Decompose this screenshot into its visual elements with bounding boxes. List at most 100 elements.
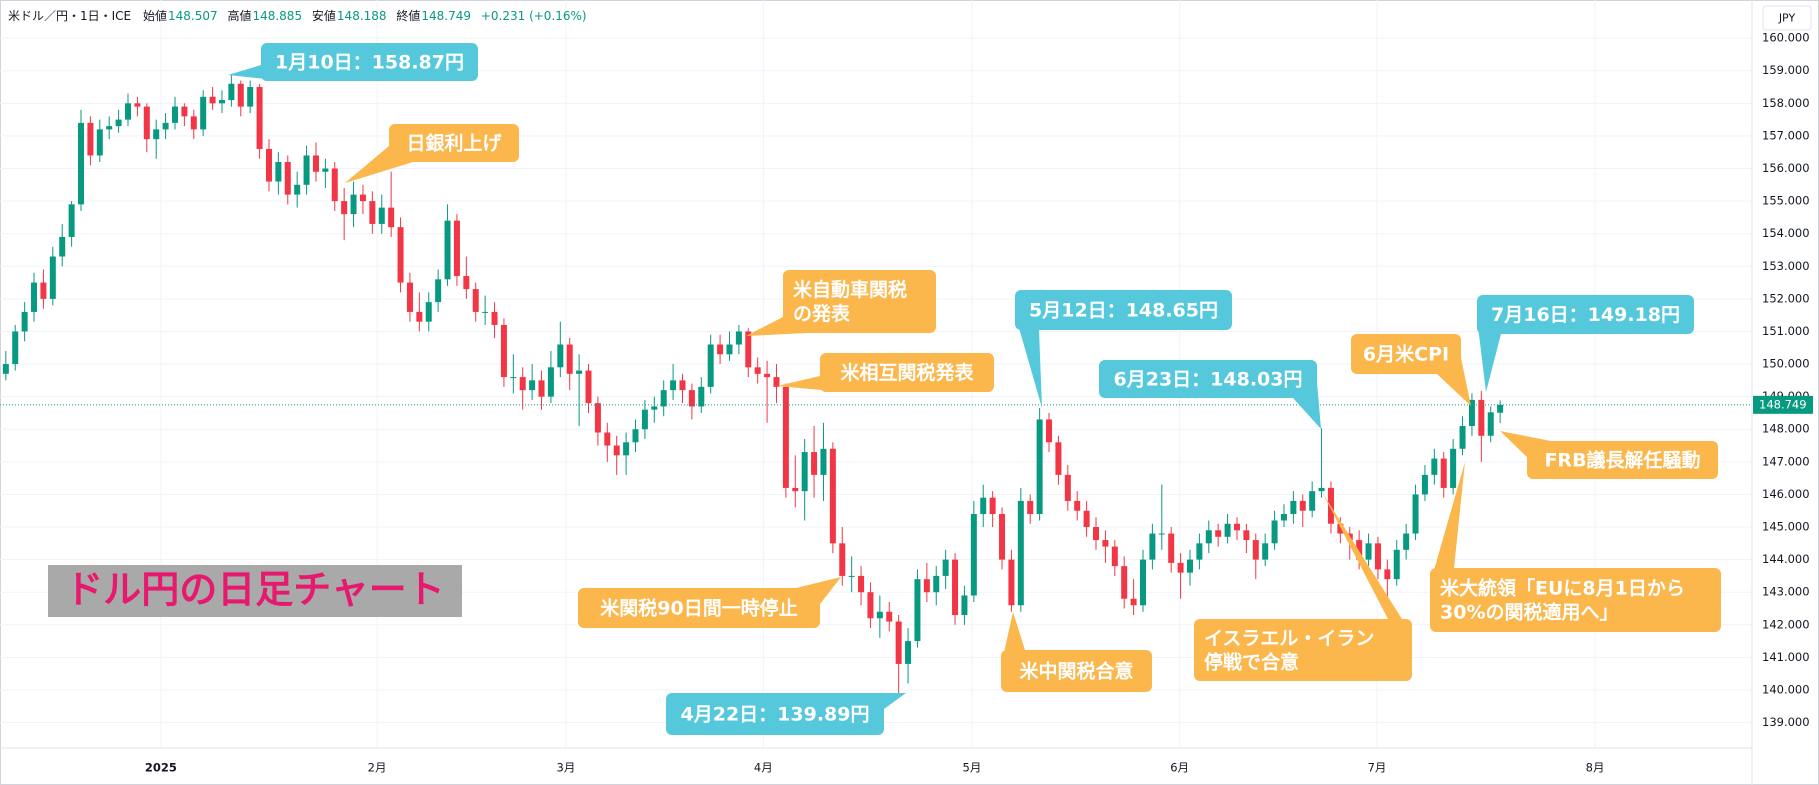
candle-body xyxy=(1036,419,1043,514)
candle-body xyxy=(801,452,808,492)
candle-body xyxy=(1374,543,1381,570)
annotation: 米関税90日間一時停止 xyxy=(578,577,841,628)
candle-body xyxy=(961,595,968,616)
candle-body xyxy=(1478,399,1485,436)
candle-body xyxy=(115,119,122,127)
candle-body xyxy=(369,201,376,224)
candle-body xyxy=(237,83,244,107)
candle-body xyxy=(200,96,207,130)
candle-body xyxy=(1309,491,1316,511)
candle-body xyxy=(651,406,658,410)
candle-body xyxy=(594,403,601,433)
candle-body xyxy=(707,344,714,387)
y-tick-label: 153.000 xyxy=(1762,259,1810,273)
annotation-pointer xyxy=(1477,318,1501,392)
y-tick-label: 147.000 xyxy=(1762,454,1810,468)
annotation-text: 米大統領「EUに8月1日から xyxy=(1440,577,1685,600)
annotation-text: イスラエル・イラン xyxy=(1204,628,1374,650)
y-tick-label: 146.000 xyxy=(1762,487,1810,501)
candle-body xyxy=(1356,540,1363,560)
annotation-box xyxy=(1351,334,1461,374)
candle-body xyxy=(641,409,648,430)
annotation: 1月10日：158.87円 xyxy=(228,43,478,81)
candle-body xyxy=(905,641,912,664)
annotation-box xyxy=(820,353,994,392)
candle-body xyxy=(453,220,460,277)
candle-body xyxy=(820,448,827,475)
candle-body xyxy=(1074,500,1081,511)
annotation-text: 停戦で合意 xyxy=(1204,651,1299,674)
candle-body xyxy=(933,575,940,593)
high-value: 148.885 xyxy=(252,9,303,23)
candle-body xyxy=(764,373,771,378)
x-tick-label: 5月 xyxy=(963,761,982,775)
candle-body xyxy=(942,559,949,576)
candle-body xyxy=(679,380,686,391)
candle-body xyxy=(491,311,498,325)
candle-body xyxy=(247,87,254,107)
close-value: 148.749 xyxy=(421,9,472,23)
candle-body xyxy=(265,148,272,182)
candle-body xyxy=(510,377,517,379)
candle-body xyxy=(312,155,319,172)
annotation-text: 7月16日：149.18円 xyxy=(1491,304,1680,326)
annotation-text: 米関税90日間一時停止 xyxy=(600,597,797,620)
candle-body xyxy=(388,207,395,228)
candle-body xyxy=(566,344,573,374)
candle-body xyxy=(153,129,160,140)
annotation-text: 日銀利上げ xyxy=(406,132,502,155)
candle-body xyxy=(1224,523,1231,537)
annotation-pointer xyxy=(1322,492,1412,635)
y-tick-label: 150.000 xyxy=(1762,357,1810,371)
annotation-box xyxy=(578,588,820,628)
candle-body xyxy=(604,432,611,446)
annotation: 6月米CPI xyxy=(1351,334,1471,406)
annotation-text: 米中関税合意 xyxy=(1019,660,1133,683)
candle-body xyxy=(623,442,630,456)
x-tick-label: 2025 xyxy=(145,761,177,775)
candle-body xyxy=(1215,530,1222,537)
candle-body xyxy=(1168,533,1175,563)
candle-body xyxy=(632,429,639,443)
candle-body xyxy=(1055,442,1062,475)
candle-body xyxy=(999,513,1006,560)
candle-body xyxy=(1130,598,1137,606)
candle-body xyxy=(190,116,197,130)
candle-body xyxy=(557,344,564,368)
candle-body xyxy=(1205,530,1212,544)
candle-body xyxy=(1412,494,1419,534)
annotation-box xyxy=(783,270,936,333)
candle-body xyxy=(613,445,620,456)
candle-body xyxy=(886,611,893,622)
annotation-box xyxy=(261,43,478,81)
candle-body xyxy=(1111,546,1118,567)
annotation: 米中関税合意 xyxy=(1001,612,1152,692)
annotation-text: 5月12日：148.65円 xyxy=(1029,300,1218,322)
candle-body xyxy=(472,289,479,312)
candle-body xyxy=(952,559,959,616)
candle-body xyxy=(829,448,836,544)
candle-body xyxy=(12,331,19,365)
last-price-box xyxy=(1753,395,1813,414)
y-tick-label: 158.000 xyxy=(1762,96,1810,110)
annotation-box xyxy=(1099,360,1317,398)
candle-body xyxy=(1403,533,1410,550)
candle-body xyxy=(529,380,536,391)
candle-body xyxy=(1017,500,1024,606)
candle-body xyxy=(68,204,75,237)
candle-body xyxy=(1318,487,1325,492)
annotation: 4月22日：139.89円 xyxy=(666,693,906,735)
candle-body xyxy=(406,282,413,312)
x-tick-label: 6月 xyxy=(1170,761,1189,775)
candle-body xyxy=(1271,520,1278,544)
candle-body xyxy=(134,103,141,107)
annotation-text: 6月米CPI xyxy=(1363,343,1449,366)
candle-body xyxy=(1337,523,1344,534)
candle-body xyxy=(1140,559,1147,606)
candle-body xyxy=(87,122,94,156)
y-tick-label: 139.000 xyxy=(1762,715,1810,729)
candle-body xyxy=(519,377,526,391)
